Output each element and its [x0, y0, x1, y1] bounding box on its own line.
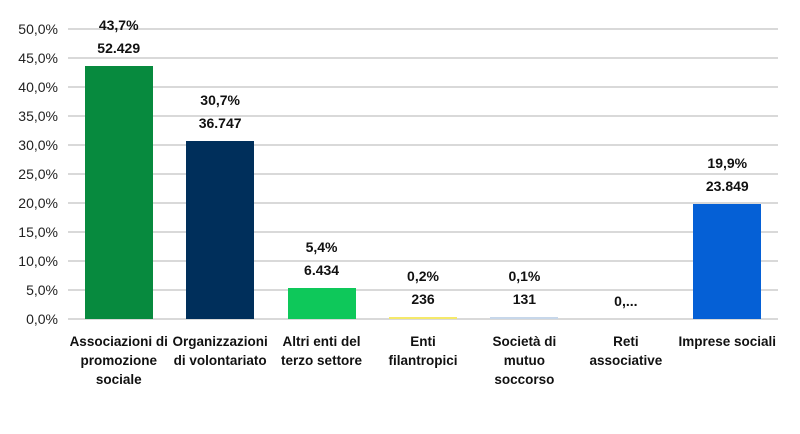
- bar: [186, 140, 255, 319]
- bar: [693, 203, 762, 319]
- data-label-percent: 0,1%: [508, 268, 541, 284]
- y-axis-tick-label: 15,0%: [18, 224, 58, 240]
- data-label-count: 236: [411, 291, 435, 307]
- x-axis-category-label: Imprese sociali: [678, 334, 777, 349]
- data-label-percent: 19,9%: [707, 154, 748, 171]
- y-axis-tick-label: 20,0%: [18, 195, 58, 211]
- y-axis-tick-label: 0,0%: [26, 311, 58, 327]
- y-axis-tick-label: 45,0%: [18, 50, 58, 66]
- x-axis-category-label: Associazioni di promozione sociale: [69, 334, 168, 387]
- bar: [389, 317, 457, 319]
- x-axis-category-label: Reti associative: [589, 334, 663, 368]
- y-axis-tick-label: 10,0%: [18, 253, 58, 269]
- bar: [287, 287, 356, 319]
- data-label-percent: 5,4%: [305, 238, 338, 255]
- y-axis-tick-label: 40,0%: [18, 79, 58, 95]
- gridline: [68, 86, 778, 88]
- data-label-count: 52.429: [97, 39, 141, 56]
- y-axis-tick-label: 50,0%: [18, 21, 58, 37]
- x-axis-category-label: Altri enti del terzo settore: [281, 334, 363, 368]
- data-label-count: 131: [512, 291, 537, 307]
- x-axis-category-label: Enti filantropici: [388, 334, 458, 368]
- data-label-count: 23.849: [705, 177, 749, 194]
- data-label-percent: 0,2%: [407, 268, 439, 284]
- gridline: [68, 202, 778, 204]
- y-axis-tick-label: 25,0%: [18, 166, 58, 182]
- data-label-count: 0,...: [614, 293, 638, 309]
- gridline: [68, 231, 778, 233]
- gridline: [68, 318, 778, 320]
- y-axis-tick-label: 5,0%: [26, 282, 58, 298]
- x-axis-category-label: Società di mutuo soccorso: [492, 334, 557, 387]
- y-axis-tick-label: 35,0%: [18, 108, 58, 124]
- gridline: [68, 260, 778, 262]
- bar: [490, 317, 559, 319]
- gridline: [68, 115, 778, 117]
- gridline: [68, 57, 778, 59]
- y-axis-tick-label: 30,0%: [18, 137, 58, 153]
- gridline: [68, 289, 778, 291]
- data-label-percent: 43,7%: [98, 16, 139, 33]
- data-label-count: 6.434: [304, 261, 340, 278]
- data-label-count: 36.747: [198, 114, 242, 131]
- data-label-percent: 30,7%: [200, 91, 240, 108]
- gridline: [68, 173, 778, 175]
- gridline: [68, 144, 778, 146]
- bar: [84, 65, 153, 319]
- x-axis-category-label: Organizzazioni di volontariato: [172, 334, 268, 368]
- gridline: [68, 28, 778, 30]
